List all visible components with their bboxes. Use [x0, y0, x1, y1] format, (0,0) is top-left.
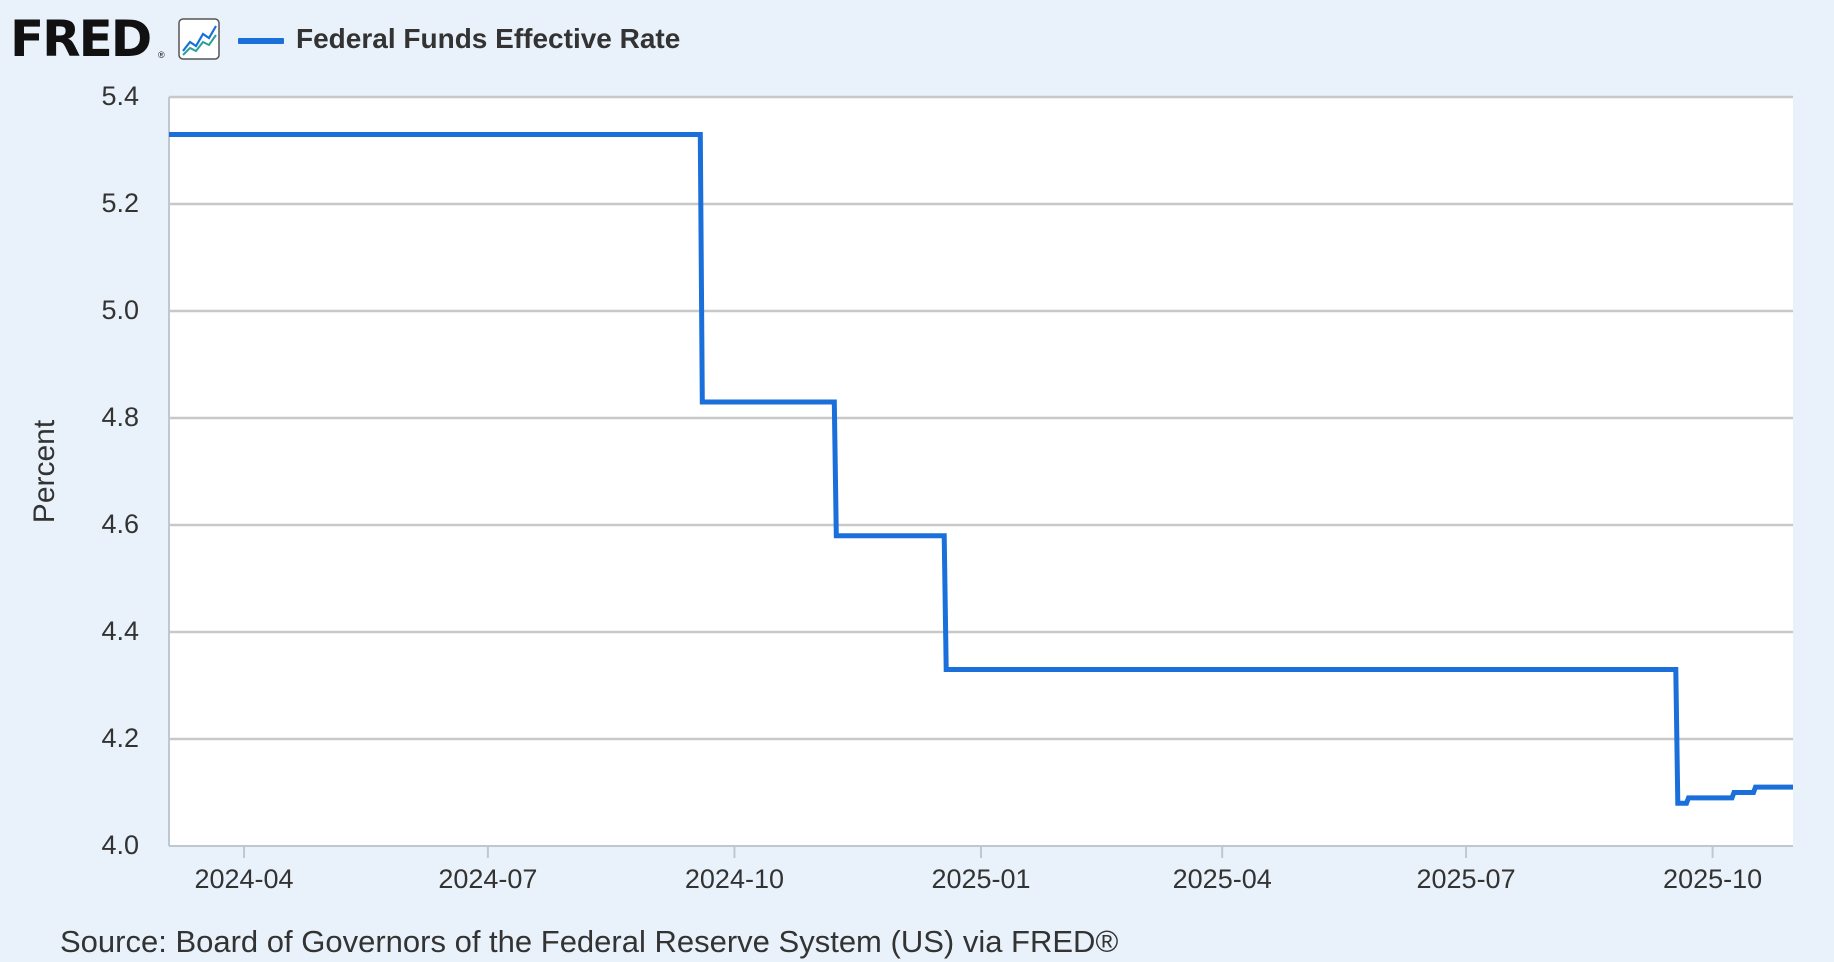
series-line: [169, 132, 1793, 806]
x-tick-label: 2025-07: [1417, 864, 1516, 894]
y-axis-label: Percent: [28, 419, 61, 523]
fred-logo-registered-mark: ®: [158, 50, 165, 60]
x-tick-label: 2024-10: [685, 864, 784, 894]
source-note: Source: Board of Governors of the Federa…: [60, 924, 1119, 959]
chart-header: FRED ® Federal Funds Effective Rate: [0, 0, 1834, 80]
line-graph-icon[interactable]: [178, 18, 220, 60]
y-tick-label: 4.2: [101, 723, 139, 753]
y-tick-label: 4.4: [101, 616, 139, 646]
plot-area: [169, 97, 1793, 846]
y-tick-label: 5.0: [101, 295, 139, 325]
fred-logo[interactable]: FRED: [10, 10, 152, 68]
legend-label: Federal Funds Effective Rate: [296, 23, 681, 54]
y-tick-label: 5.2: [101, 188, 139, 218]
y-tick-label: 5.4: [101, 81, 139, 111]
x-tick-label: 2025-04: [1173, 864, 1272, 894]
y-tick-label: 4.6: [101, 509, 139, 539]
x-tick-label: 2025-10: [1663, 864, 1762, 894]
chart: 4.0 4.2 4.4 4.6 4.8 5.0 5.2 5.4 2024-04 2024-07 20…: [28, 81, 1793, 894]
x-tick-label: 2024-07: [438, 864, 537, 894]
grid-lines: [169, 95, 1793, 741]
x-tick-label: 2024-04: [194, 864, 293, 894]
plot-background: [169, 97, 1793, 846]
series-layer: [169, 132, 1793, 806]
tick-labels: 4.0 4.2 4.4 4.6 4.8 5.0 5.2 5.4 2024-04 2024-07 20…: [28, 81, 1762, 894]
axes: [168, 97, 1793, 858]
legend-swatch: [238, 38, 284, 44]
y-tick-label: 4.0: [101, 830, 139, 860]
y-tick-label: 4.8: [101, 402, 139, 432]
x-tick-label: 2025-01: [931, 864, 1030, 894]
